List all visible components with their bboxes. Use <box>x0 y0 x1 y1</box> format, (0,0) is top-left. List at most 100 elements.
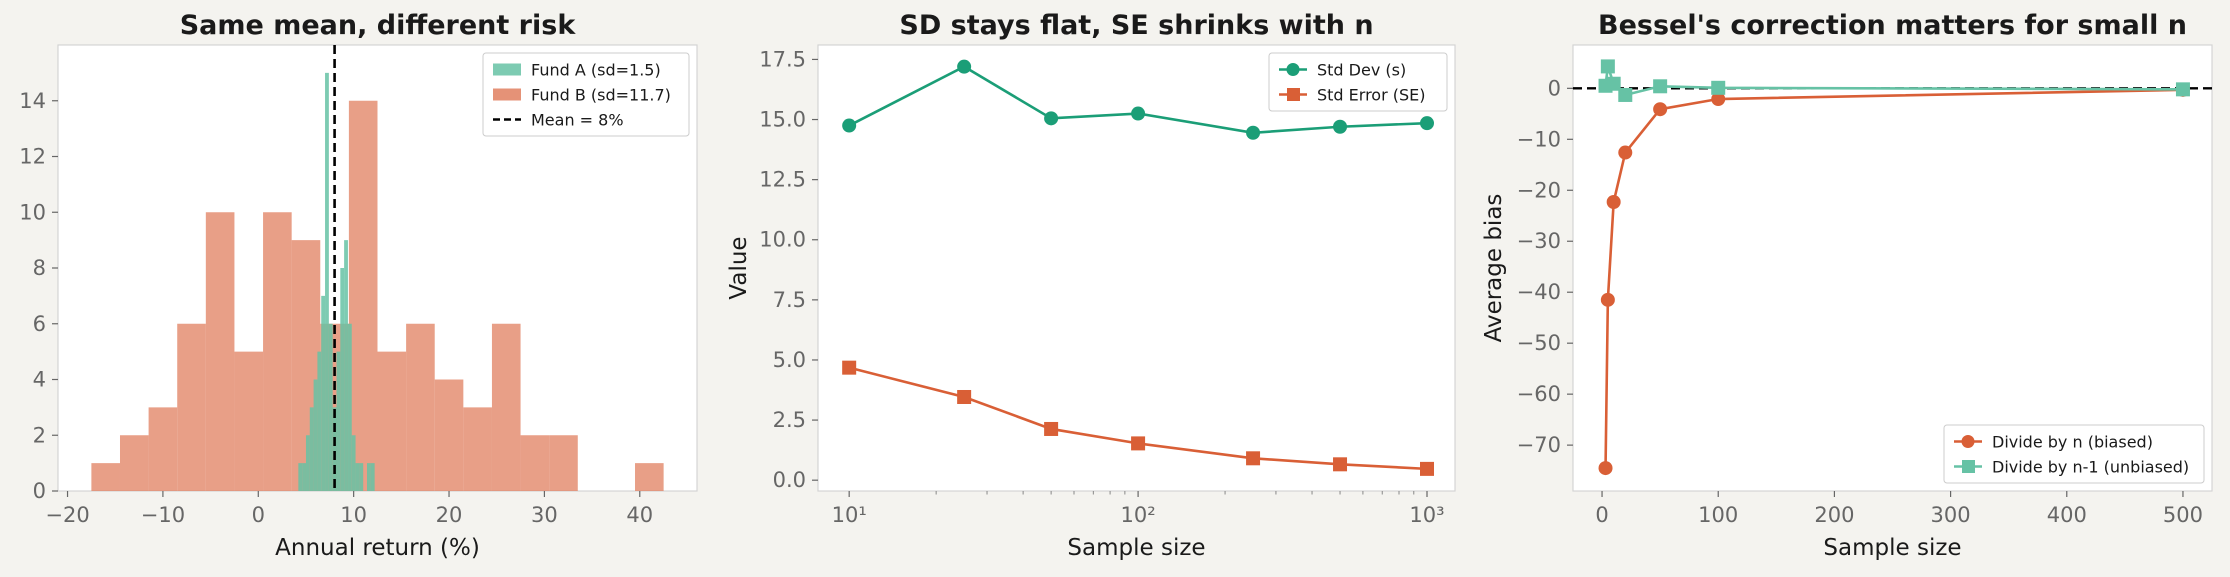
y-tick-label: 14 <box>19 89 46 113</box>
fund-a-bar <box>347 323 352 491</box>
std-dev-s-point <box>1131 106 1146 121</box>
fund-b-bar <box>205 212 235 491</box>
x-tick-label: −10 <box>141 503 185 527</box>
fund-a-bar <box>302 463 306 491</box>
x-tick-label: 0 <box>1595 503 1608 527</box>
panel-bessel: Bessel's correction matters for small n S… <box>1481 10 2213 561</box>
y-tick-label: 0 <box>33 479 46 503</box>
divide-by-n-biased-point <box>1711 92 1726 107</box>
fund-b-bar <box>91 463 120 491</box>
y-tick-label: 15.0 <box>759 108 806 132</box>
legend-label: Divide by n-1 (unbiased) <box>1992 458 2189 477</box>
x-tick-label: 0 <box>252 503 265 527</box>
chart-title: SD stays flat, SE shrinks with n <box>899 10 1373 41</box>
fund-a-bar <box>305 435 310 491</box>
fund-a-bar <box>313 379 318 491</box>
x-tick-label: 200 <box>1814 503 1854 527</box>
fund-b-bar <box>434 379 464 491</box>
chart-title: Bessel's correction matters for small n <box>1598 10 2187 41</box>
std-dev-s-point <box>842 118 857 133</box>
plot-area <box>1572 44 2213 492</box>
fund-a-bar <box>298 463 303 491</box>
x-tick-label: 300 <box>1931 503 1971 527</box>
y-tick-label: 7.5 <box>773 288 806 312</box>
y-tick-label: 10.0 <box>759 228 806 252</box>
fund-a-bar <box>336 351 341 491</box>
fund-b-bar <box>549 435 578 491</box>
fund-b-bar <box>377 351 407 491</box>
std-error-se-point <box>1246 451 1261 466</box>
std-error-se-point <box>1333 457 1348 472</box>
legend-box <box>1268 52 1448 112</box>
fund-b-bar <box>348 100 378 491</box>
std-dev-s-point <box>1044 111 1059 126</box>
fund-b-bar <box>177 323 206 491</box>
legend-label: Divide by n (biased) <box>1992 433 2153 452</box>
y-tick-label: −50 <box>1517 331 1561 355</box>
fund-b-bar <box>263 212 292 491</box>
x-tick-label: 400 <box>2047 503 2087 527</box>
panel-sd-se: SD stays flat, SE shrinks with n Sample s… <box>726 10 1456 561</box>
x-axis-label: Sample size <box>1067 535 1205 561</box>
fund-a-bar <box>325 72 329 491</box>
legend-marker <box>1286 63 1300 76</box>
y-tick-label: 0 <box>1548 76 1561 100</box>
legend-box <box>1943 424 2205 484</box>
y-tick-label: 12.5 <box>759 168 806 192</box>
divide-by-n-biased-point <box>1600 292 1615 307</box>
x-tick-label: 10³ <box>1409 503 1444 527</box>
y-tick-label: −60 <box>1517 382 1561 406</box>
y-tick-label: 6 <box>33 312 46 336</box>
y-tick-label: −10 <box>1517 127 1561 151</box>
std-error-se-point <box>1420 461 1435 476</box>
fund-b-bar <box>635 463 664 491</box>
legend-label: Std Dev (s) <box>1317 61 1406 80</box>
std-error-se-point <box>1131 436 1146 451</box>
x-tick-label: 10² <box>1121 503 1156 527</box>
chart-title: Same mean, different risk <box>180 10 577 41</box>
fund-a-bar <box>317 351 322 491</box>
divide-by-n-biased-point <box>1598 461 1613 476</box>
divide-by-n-1-unbiased-point <box>2175 82 2190 97</box>
y-tick-label: −70 <box>1517 433 1561 457</box>
legend-label: Mean = 8% <box>531 111 624 130</box>
fund-a-bar <box>340 268 345 491</box>
y-tick-label: 10 <box>19 200 46 224</box>
fund-a-bar <box>351 435 356 491</box>
divide-by-n-1-unbiased-point <box>1711 80 1726 95</box>
y-tick-label: 0.0 <box>773 468 806 492</box>
std-dev-s-point <box>1420 116 1435 131</box>
y-tick-label: 8 <box>33 256 46 280</box>
x-tick-label: 10¹ <box>832 503 867 527</box>
x-axis-label: Annual return (%) <box>275 535 480 561</box>
legend-marker <box>1287 88 1300 101</box>
fund-a-bar <box>309 407 314 491</box>
legend-marker <box>1962 460 1975 473</box>
y-tick-label: 17.5 <box>759 47 806 71</box>
std-dev-s-point <box>1333 119 1348 134</box>
divide-by-n-biased-point <box>1618 145 1633 160</box>
y-tick-label: −30 <box>1517 229 1561 253</box>
legend-label: Std Error (SE) <box>1317 86 1426 105</box>
fund-a-bar <box>332 407 337 491</box>
fund-a-bar <box>359 463 364 491</box>
x-axis-label: Sample size <box>1823 535 1961 561</box>
x-tick-label: 40 <box>626 503 653 527</box>
legend-swatch <box>493 63 521 76</box>
fund-b-bar <box>148 407 178 491</box>
divide-by-n-1-unbiased-point <box>1606 76 1621 91</box>
legend-marker <box>1961 435 1975 448</box>
fund-a-bar <box>328 323 333 491</box>
fund-a-bar <box>321 295 326 491</box>
legend-label: Fund B (sd=11.7) <box>531 86 671 105</box>
fund-b-bar <box>520 435 550 491</box>
legend-label: Fund A (sd=1.5) <box>531 61 661 80</box>
divide-by-n-1-unbiased-point <box>1618 87 1633 102</box>
legend-swatch <box>493 88 521 101</box>
divide-by-n-1-unbiased-point <box>1653 79 1668 94</box>
y-axis-label: Average bias <box>1481 194 1507 343</box>
fund-b-bar <box>234 351 264 491</box>
fund-a-bar <box>355 463 360 491</box>
divide-by-n-1-unbiased-point <box>1600 59 1615 74</box>
